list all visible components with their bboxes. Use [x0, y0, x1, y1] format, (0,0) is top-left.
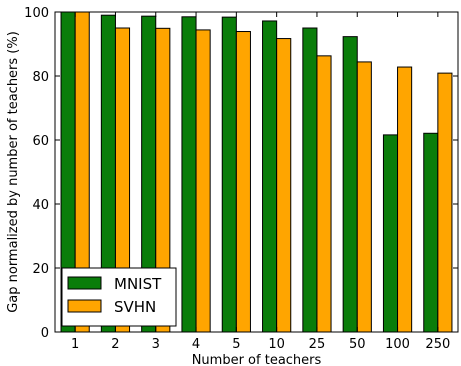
x-tick-label: 50 [349, 337, 366, 352]
x-tick-label: 1 [71, 337, 79, 352]
bar-mnist-4 [181, 16, 197, 333]
bar-mnist-250 [423, 132, 439, 333]
x-tick-label: 25 [309, 337, 326, 352]
x-tick-label: 100 [385, 337, 410, 352]
y-tick-label: 60 [32, 134, 49, 149]
y-axis-label: Gap normalized by number of teachers (%) [6, 31, 21, 313]
x-tick-label: 250 [425, 337, 450, 352]
bar-mnist-100 [382, 134, 399, 333]
bar-mnist-5 [221, 16, 237, 333]
plot-frame [54, 11, 459, 333]
legend-swatch-svhn [67, 299, 102, 313]
bar-mnist-10 [262, 20, 278, 333]
y-tick-label: 100 [24, 6, 49, 21]
legend: MNIST SVHN [61, 267, 177, 327]
bar-svhn-10 [276, 38, 292, 333]
bar-svhn-50 [356, 61, 372, 333]
x-tick-label: 5 [232, 337, 240, 352]
legend-swatch-mnist [67, 276, 102, 290]
bar-svhn-100 [397, 66, 413, 333]
x-axis-label: Number of teachers [192, 353, 322, 366]
bar-svhn-4 [195, 29, 211, 333]
bar-mnist-50 [342, 36, 358, 333]
x-tick-label: 10 [268, 337, 285, 352]
y-tick-label: 0 [41, 326, 49, 341]
x-tick-label: 4 [192, 337, 200, 352]
legend-label-mnist: MNIST [114, 275, 162, 293]
x-tick-label: 3 [152, 337, 160, 352]
bar-svhn-5 [235, 31, 251, 333]
ticks-group: 0 20 40 60 80 100 1 2 3 4 5 10 25 50 100 250 [24, 6, 458, 352]
bar-svhn-250 [437, 72, 453, 333]
bar-mnist-25 [302, 27, 318, 333]
y-tick-label: 20 [32, 262, 49, 277]
legend-label-svhn: SVHN [114, 298, 156, 316]
y-tick-label: 40 [32, 198, 49, 213]
bars-group [60, 11, 453, 333]
y-tick-label: 80 [32, 70, 49, 85]
x-tick-label: 2 [111, 337, 119, 352]
bar-svhn-25 [316, 55, 332, 333]
